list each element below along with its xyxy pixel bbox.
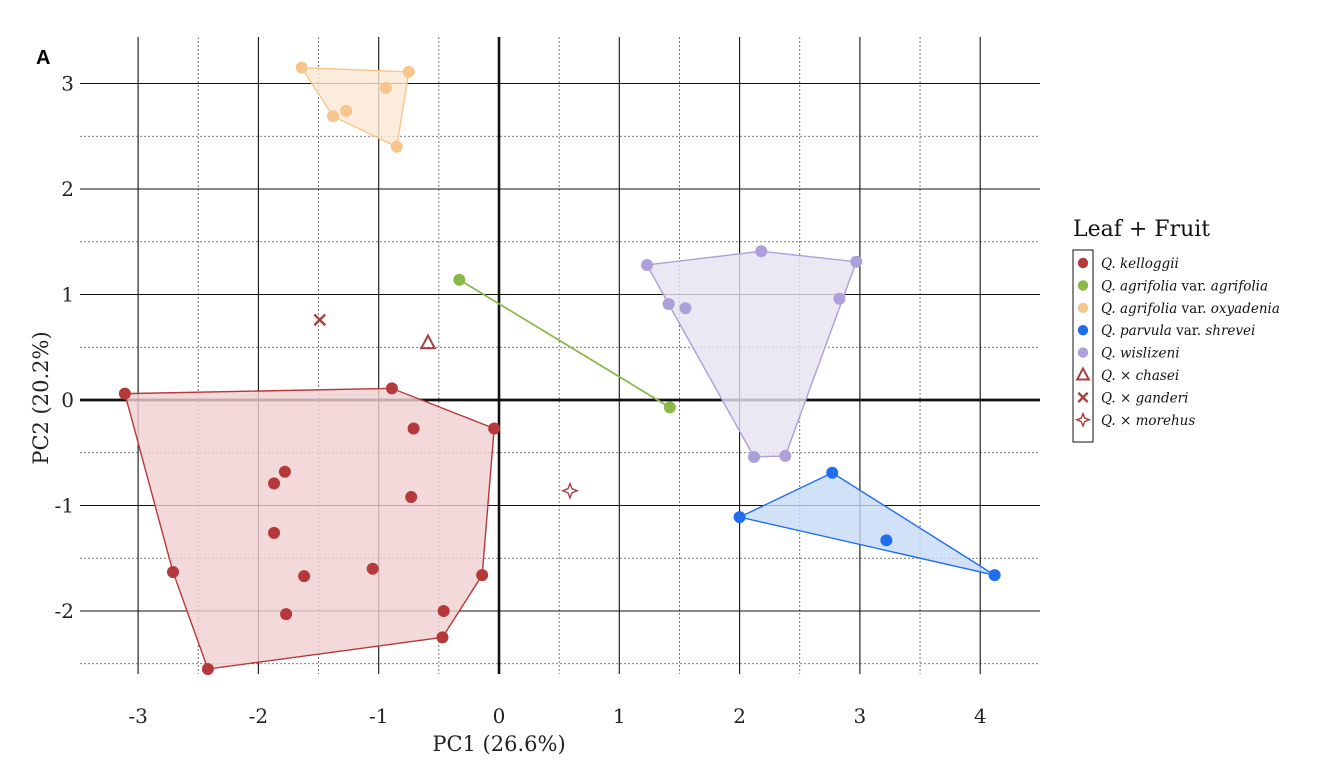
legend-box <box>1072 249 1094 443</box>
point-q-agrifolia-var-agrifolia <box>453 273 466 286</box>
y-tick-label: 2 <box>61 177 74 201</box>
x-tick-label: 4 <box>974 704 987 728</box>
y-tick-label: -1 <box>55 494 74 518</box>
x-tick-label: -3 <box>128 704 147 728</box>
hull-q-wislizeni <box>645 250 858 458</box>
point-q-wislizeni <box>679 302 692 315</box>
legend-label-q-agrifolia-var-agrifolia: Q. agrifolia var. agrifolia <box>1101 278 1268 294</box>
point-q-agrifolia-var-agrifolia <box>663 401 676 414</box>
data-points <box>118 61 1001 676</box>
hull-q-parvula-var-shrevei <box>737 471 996 576</box>
point-q-kelloggii <box>437 605 450 617</box>
point-q-kelloggii <box>268 477 281 490</box>
legend-label-q-wislizeni: Q. wislizeni <box>1101 346 1180 362</box>
legend-key-q-parvula-var-shrevei <box>1077 325 1089 336</box>
legend-label-q-ganderi: Q. × ganderi <box>1101 390 1188 406</box>
point-q-kelloggii <box>366 562 379 575</box>
point-q-agrifolia-var-oxyadenia <box>295 61 308 74</box>
point-q-wislizeni <box>755 245 768 258</box>
point-q-agrifolia-var-oxyadenia <box>326 110 339 123</box>
point-q-ganderi <box>313 313 327 327</box>
legend-label-q-kelloggii: Q. kelloggii <box>1101 256 1179 272</box>
legend-key-q-chasei <box>1075 366 1091 381</box>
x-axis-ticks: -3 -2 -1 0 1 2 3 4 <box>128 704 986 728</box>
hull-q-kelloggii <box>123 387 495 670</box>
point-q-morehus <box>560 481 580 500</box>
x-tick-label: -2 <box>249 704 268 728</box>
point-q-parvula-var-shrevei <box>733 511 746 524</box>
legend-key-q-agrifolia-var-oxyadenia <box>1077 302 1089 313</box>
point-q-agrifolia-var-oxyadenia <box>402 65 415 78</box>
point-q-agrifolia-var-oxyadenia <box>340 104 353 117</box>
legend-items: Q. kelloggii Q. agrifolia var. agrifolia Q… <box>1074 256 1280 429</box>
legend-title: Leaf + Fruit <box>1073 217 1210 242</box>
point-q-kelloggii <box>166 565 179 578</box>
legend-key-q-wislizeni <box>1077 347 1089 358</box>
point-q-kelloggii <box>385 382 398 395</box>
point-q-wislizeni <box>748 450 761 463</box>
legend-label-q-parvula-var-shrevei: Q. parvula var. shrevei <box>1101 323 1255 339</box>
legend-label-q-agrifolia-var-oxyadenia: Q. agrifolia var. oxyadenia <box>1101 301 1280 317</box>
point-q-kelloggii <box>278 465 291 478</box>
panel-label: A <box>36 47 50 69</box>
point-q-kelloggii <box>298 570 311 583</box>
point-q-kelloggii <box>436 631 449 644</box>
point-q-kelloggii <box>407 422 420 435</box>
x-tick-label: 2 <box>733 704 746 728</box>
point-q-chasei <box>419 333 437 350</box>
point-q-kelloggii <box>476 569 489 582</box>
legend-key-q-kelloggii <box>1077 257 1089 269</box>
x-axis-title: PC1 (26.6%) <box>432 732 565 756</box>
point-q-wislizeni <box>640 258 653 271</box>
point-q-wislizeni <box>662 297 675 310</box>
y-axis-title: PC2 (20.2%) <box>29 331 53 464</box>
legend-key-q-morehus <box>1074 411 1092 428</box>
point-q-agrifolia-var-oxyadenia <box>379 81 392 94</box>
legend-key-q-ganderi <box>1077 391 1089 403</box>
x-tick-label: 0 <box>493 704 506 728</box>
point-q-kelloggii <box>268 526 281 539</box>
point-q-agrifolia-var-oxyadenia <box>390 140 403 153</box>
y-tick-label: 3 <box>61 72 74 96</box>
point-q-wislizeni <box>833 292 846 305</box>
point-q-kelloggii <box>405 491 418 504</box>
y-tick-label: 0 <box>61 388 74 412</box>
point-q-parvula-var-shrevei <box>880 534 893 547</box>
hull-q-agrifolia-var-agrifolia <box>458 278 671 409</box>
x-tick-label: -1 <box>369 704 388 728</box>
hulls <box>123 66 996 670</box>
x-tick-label: 3 <box>854 704 867 728</box>
point-q-parvula-var-shrevei <box>988 569 1001 582</box>
point-q-wislizeni <box>779 449 792 462</box>
point-q-parvula-var-shrevei <box>826 466 839 479</box>
point-q-kelloggii <box>488 422 501 435</box>
point-q-kelloggii <box>118 387 131 400</box>
legend-key-q-agrifolia-var-agrifolia <box>1077 280 1089 291</box>
hull-q-agrifolia-var-oxyadenia <box>300 66 410 148</box>
point-q-kelloggii <box>201 663 214 676</box>
y-axis-ticks: -2 -1 0 1 2 3 <box>55 72 74 624</box>
point-q-kelloggii <box>280 608 293 621</box>
x-tick-label: 1 <box>613 704 626 728</box>
legend-label-q-morehus: Q. × morehus <box>1101 413 1195 429</box>
point-q-wislizeni <box>850 255 863 268</box>
legend-label-q-chasei: Q. × chasei <box>1101 368 1179 384</box>
y-tick-label: -2 <box>55 599 74 623</box>
legend: Leaf + Fruit Q. kelloggii Q. agrifolia va… <box>1072 217 1280 443</box>
y-tick-label: 1 <box>61 283 74 307</box>
